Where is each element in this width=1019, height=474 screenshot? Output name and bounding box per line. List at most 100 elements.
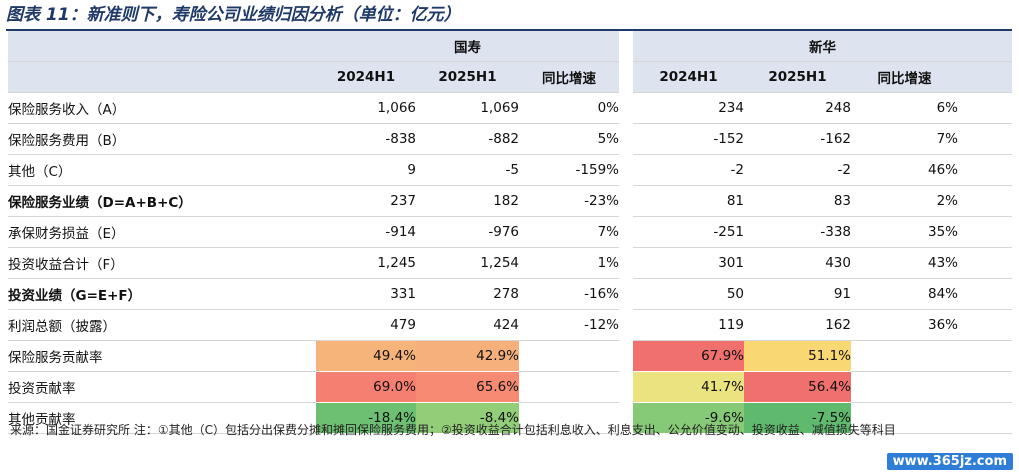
row-label: 投资收益合计（F） [8, 247, 316, 279]
table-row: 承保财务损益（E） -914 -976 7% -251 -338 35% [8, 216, 1012, 248]
contribution-row: 其他贡献率 -18.4% -8.4% -9.6% -7.5% [8, 402, 1012, 434]
row-label: 利润总额（披露） [8, 309, 316, 341]
row-label: 投资贡献率 [8, 371, 316, 403]
column-gap [619, 278, 633, 310]
value-cell: 50 [633, 278, 744, 310]
column-gap [619, 216, 633, 248]
source-note: 来源：国金证券研究所 注：①其他（C）包括分出保费分摊和摊回保险服务费用；②投资… [10, 423, 896, 437]
value-cell: 65.6% [416, 371, 519, 403]
column-gap [619, 154, 633, 186]
value-cell: -9.6% [633, 402, 744, 434]
row-trailing [958, 216, 1012, 248]
column-gap [619, 185, 633, 217]
column-gap [619, 371, 633, 403]
row-trailing [958, 92, 1012, 124]
contribution-row: 保险服务贡献率 49.4% 42.9% 67.9% 51.1% [8, 340, 1012, 372]
value-cell: -882 [416, 123, 519, 155]
value-cell: 424 [416, 309, 519, 341]
value-cell: 1,245 [316, 247, 416, 279]
yoy-cell [519, 402, 619, 434]
value-cell: 301 [633, 247, 744, 279]
value-cell: 182 [416, 185, 519, 217]
period-header: 2024H1 [633, 61, 744, 93]
value-cell: -152 [633, 123, 744, 155]
value-cell: 67.9% [633, 340, 744, 372]
yoy-cell: 36% [851, 309, 958, 341]
value-cell: 91 [744, 278, 851, 310]
value-cell: -2 [744, 154, 851, 186]
table-row: 保险服务业绩（D=A+B+C） 237 182 -23% 81 83 2% [8, 185, 1012, 217]
title-rule [6, 29, 1012, 31]
value-cell: 83 [744, 185, 851, 217]
row-label: 保险服务费用（B） [8, 123, 316, 155]
value-cell: 248 [744, 92, 851, 124]
table-row: 投资业绩（G=E+F） 331 278 -16% 50 91 84% [8, 278, 1012, 310]
row-trailing [958, 309, 1012, 341]
row-trailing [958, 278, 1012, 310]
yoy-cell: 35% [851, 216, 958, 248]
watermark: www.365jz.com [886, 453, 1013, 470]
yoy-cell: -12% [519, 309, 619, 341]
yoy-cell: 2% [851, 185, 958, 217]
value-cell: 49.4% [316, 340, 416, 372]
yoy-cell: 5% [519, 123, 619, 155]
yoy-cell: 43% [851, 247, 958, 279]
yoy-cell: 0% [519, 92, 619, 124]
yoy-cell: -23% [519, 185, 619, 217]
value-cell: -838 [316, 123, 416, 155]
column-gap [619, 92, 633, 124]
company-header-guoshou: 国寿 [316, 31, 619, 62]
row-trailing [958, 185, 1012, 217]
header-blank [958, 61, 1012, 93]
value-cell: 69.0% [316, 371, 416, 403]
value-cell: -251 [633, 216, 744, 248]
yoy-cell [851, 402, 958, 434]
value-cell: -7.5% [744, 402, 851, 434]
value-cell: -914 [316, 216, 416, 248]
header-blank [8, 31, 316, 62]
row-label: 保险服务业绩（D=A+B+C） [8, 185, 316, 217]
value-cell: -976 [416, 216, 519, 248]
row-trailing [958, 123, 1012, 155]
row-label: 其他（C） [8, 154, 316, 186]
table-row: 投资收益合计（F） 1,245 1,254 1% 301 430 43% [8, 247, 1012, 279]
period-header-row: 2024H1 2025H1 同比增速 2024H1 2025H1 同比增速 [8, 61, 1012, 93]
yoy-cell: 7% [519, 216, 619, 248]
value-cell: 237 [316, 185, 416, 217]
row-trailing [958, 154, 1012, 186]
table-row: 保险服务收入（A） 1,066 1,069 0% 234 248 6% [8, 92, 1012, 124]
value-cell: 51.1% [744, 340, 851, 372]
period-header: 同比增速 [519, 61, 619, 93]
yoy-cell: 46% [851, 154, 958, 186]
period-header: 同比增速 [851, 61, 958, 93]
yoy-cell [851, 340, 958, 372]
value-cell: 234 [633, 92, 744, 124]
row-label: 投资业绩（G=E+F） [8, 278, 316, 310]
value-cell: 56.4% [744, 371, 851, 403]
table-row: 保险服务费用（B） -838 -882 5% -152 -162 7% [8, 123, 1012, 155]
yoy-cell: 84% [851, 278, 958, 310]
value-cell: 119 [633, 309, 744, 341]
value-cell: -18.4% [316, 402, 416, 434]
row-label: 保险服务贡献率 [8, 340, 316, 372]
period-header: 2024H1 [316, 61, 416, 93]
value-cell: 42.9% [416, 340, 519, 372]
row-label: 其他贡献率 [8, 402, 316, 434]
header-gap [619, 61, 633, 93]
value-cell: -338 [744, 216, 851, 248]
value-cell: 9 [316, 154, 416, 186]
company-header-row: 国寿 新华 [8, 31, 1012, 62]
value-cell: 81 [633, 185, 744, 217]
yoy-cell: 6% [851, 92, 958, 124]
row-trailing [958, 247, 1012, 279]
value-cell: -5 [416, 154, 519, 186]
value-cell: 1,066 [316, 92, 416, 124]
yoy-cell [519, 371, 619, 403]
value-cell: 430 [744, 247, 851, 279]
row-label: 保险服务收入（A） [8, 92, 316, 124]
yoy-cell: -159% [519, 154, 619, 186]
yoy-cell [519, 340, 619, 372]
table-title: 图表 11：新准则下，寿险公司业绩归因分析（单位：亿元） [6, 5, 461, 25]
period-header: 2025H1 [416, 61, 519, 93]
value-cell: 479 [316, 309, 416, 341]
